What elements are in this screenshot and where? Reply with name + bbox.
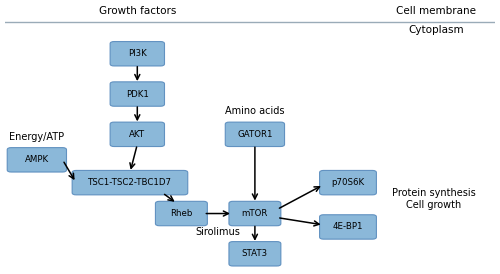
- Text: AKT: AKT: [129, 130, 146, 139]
- Text: 4E-BP1: 4E-BP1: [333, 222, 363, 232]
- Text: GATOR1: GATOR1: [237, 130, 272, 139]
- Text: TSC1-TSC2-TBC1D7: TSC1-TSC2-TBC1D7: [88, 178, 172, 187]
- Text: Amino acids: Amino acids: [225, 106, 284, 116]
- Text: mTOR: mTOR: [242, 209, 268, 218]
- FancyBboxPatch shape: [7, 148, 66, 172]
- Text: PI3K: PI3K: [128, 49, 146, 58]
- FancyBboxPatch shape: [226, 122, 284, 147]
- Text: Rheb: Rheb: [170, 209, 192, 218]
- Text: Energy/ATP: Energy/ATP: [10, 132, 64, 142]
- Text: Protein synthesis: Protein synthesis: [392, 189, 475, 198]
- Text: Cell membrane: Cell membrane: [396, 6, 476, 16]
- Text: STAT3: STAT3: [242, 249, 268, 258]
- Text: AMPK: AMPK: [25, 155, 49, 164]
- Text: PDK1: PDK1: [126, 90, 148, 99]
- FancyBboxPatch shape: [156, 201, 208, 226]
- Text: p70S6K: p70S6K: [332, 178, 364, 187]
- Text: Cell growth: Cell growth: [406, 200, 462, 210]
- FancyBboxPatch shape: [72, 170, 188, 195]
- FancyBboxPatch shape: [320, 215, 376, 239]
- Text: Cytoplasm: Cytoplasm: [408, 25, 464, 35]
- FancyBboxPatch shape: [110, 42, 164, 66]
- FancyBboxPatch shape: [229, 201, 281, 226]
- Text: Growth factors: Growth factors: [98, 6, 176, 16]
- FancyBboxPatch shape: [110, 82, 164, 106]
- FancyBboxPatch shape: [229, 242, 281, 266]
- FancyBboxPatch shape: [110, 122, 164, 147]
- FancyBboxPatch shape: [320, 170, 376, 195]
- Text: Sirolimus: Sirolimus: [196, 227, 240, 237]
